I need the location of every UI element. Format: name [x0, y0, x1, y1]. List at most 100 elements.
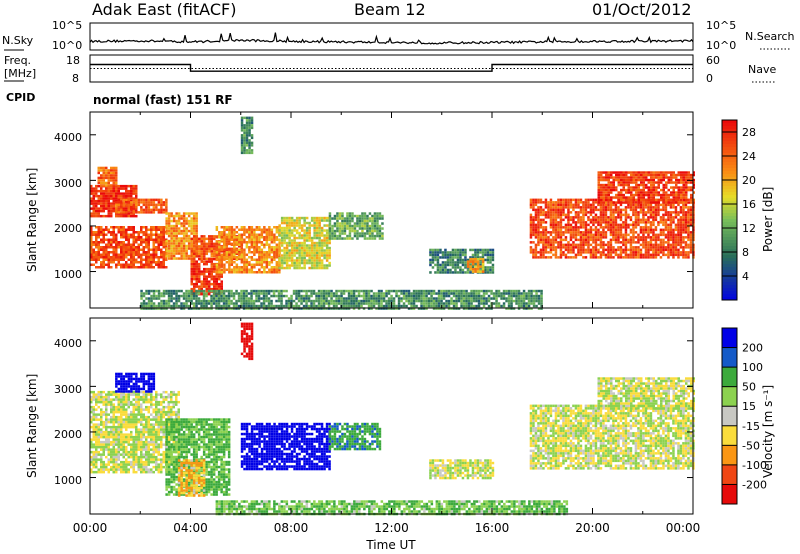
power-cell-15: [180, 294, 183, 298]
power-cell-1: [145, 251, 148, 254]
power-cell-6: [213, 245, 216, 248]
power-cell-13: [612, 228, 615, 232]
power-cell-15: [295, 292, 298, 295]
power-cell-13: [689, 238, 693, 242]
power-cell-13: [574, 203, 578, 207]
power-cell-11: [444, 266, 447, 269]
power-cell-13: [589, 218, 593, 222]
power-cell-1: [162, 228, 165, 231]
power-cell-13: [679, 198, 683, 202]
power-cell-7: [250, 263, 254, 266]
power-cell-5: [200, 282, 203, 286]
power-cell-15: [262, 294, 266, 298]
power-cell-4: [165, 249, 168, 253]
power-cell-7: [215, 251, 219, 254]
power-cell-15: [287, 307, 291, 310]
power-cell-8: [280, 244, 284, 247]
power-cell-13: [609, 233, 613, 237]
power-cell-14: [665, 201, 668, 204]
power-cell-2: [147, 201, 151, 204]
power-cell-8: [315, 246, 319, 250]
power-cell-2: [117, 198, 121, 202]
power-cell-7: [243, 261, 246, 264]
power-cell-7: [235, 236, 239, 239]
power-cell-13: [584, 231, 588, 234]
power-cell-15: [152, 302, 156, 305]
power-cell-7: [255, 246, 259, 249]
power-cell-7: [230, 253, 234, 256]
power-cell-15: [190, 292, 193, 295]
power-cell-0: [92, 212, 95, 215]
power-cell-14: [642, 173, 645, 177]
power-cell-1: [152, 233, 155, 236]
power-cell-4: [172, 254, 176, 258]
power-cell-5: [220, 272, 223, 276]
power-cell-7: [233, 271, 236, 274]
power-cell-15: [262, 289, 266, 293]
power-cell-8: [305, 221, 309, 225]
power-cell-9: [346, 214, 349, 218]
power-cell-13: [544, 201, 548, 204]
power-cell-14: [667, 188, 670, 192]
power-cell-6: [198, 240, 201, 243]
power-cell-9: [358, 234, 362, 238]
power-cell-15: [250, 294, 253, 298]
power-cell-5: [215, 287, 218, 291]
power-cell-14: [625, 171, 628, 174]
power-cell-15: [290, 294, 293, 298]
power-cell-1: [125, 236, 128, 239]
power-cell-5: [210, 282, 213, 286]
power-cell-7: [250, 243, 254, 246]
power-cell-9: [336, 234, 339, 238]
power-cell-14: [692, 191, 695, 194]
power-cell-4: [182, 247, 186, 250]
power-cell-4: [182, 234, 186, 238]
power-cell-7: [270, 238, 274, 241]
power-cell-8: [280, 234, 284, 237]
power-cell-13: [594, 233, 598, 237]
power-cell-15: [202, 307, 206, 310]
power-cell-3: [105, 176, 108, 180]
power-cell-11: [454, 261, 457, 264]
power-cell-15: [377, 307, 381, 310]
power-cell-11: [439, 248, 442, 252]
power-cell-11: [446, 271, 450, 274]
power-cell-13: [664, 221, 668, 224]
power-cell-15: [192, 304, 196, 308]
power-cell-15: [185, 302, 188, 305]
power-cell-6: [200, 242, 203, 246]
power-cell-4: [195, 229, 198, 233]
power-cell-0: [95, 184, 98, 188]
power-cell-14: [625, 198, 628, 202]
power-cell-7: [248, 251, 251, 254]
power-cell-13: [674, 206, 678, 209]
power-cell-6: [198, 245, 201, 248]
power-cell-14: [652, 173, 655, 177]
power-cell-13: [679, 218, 683, 222]
power-cell-13: [592, 238, 595, 242]
power-cell-13: [559, 231, 563, 234]
power-cell-15: [310, 292, 313, 295]
power-cell-11: [481, 251, 485, 254]
power-cell-1: [95, 233, 98, 236]
power-cell-5: [195, 277, 198, 281]
power-cell-0: [132, 189, 135, 193]
power-cell-5: [193, 262, 196, 266]
power-cell-14: [637, 183, 640, 187]
power-cell-13: [669, 233, 673, 237]
power-cell-4: [172, 234, 176, 238]
power-cell-7: [275, 253, 279, 256]
power-cell-4: [185, 217, 188, 220]
power-cell-7: [240, 233, 244, 236]
power-cell-13: [637, 203, 640, 207]
power-cell-8: [310, 266, 314, 270]
power-cell-1: [102, 236, 105, 239]
power-cell-13: [537, 216, 540, 219]
power-cell-7: [233, 253, 236, 256]
power-cell-0: [107, 192, 110, 195]
power-cell-14: [680, 193, 683, 197]
power-cell-15: [290, 302, 293, 305]
power-cell-13: [564, 216, 568, 219]
power-cell-8: [283, 259, 286, 262]
power-cell-13: [557, 256, 560, 259]
